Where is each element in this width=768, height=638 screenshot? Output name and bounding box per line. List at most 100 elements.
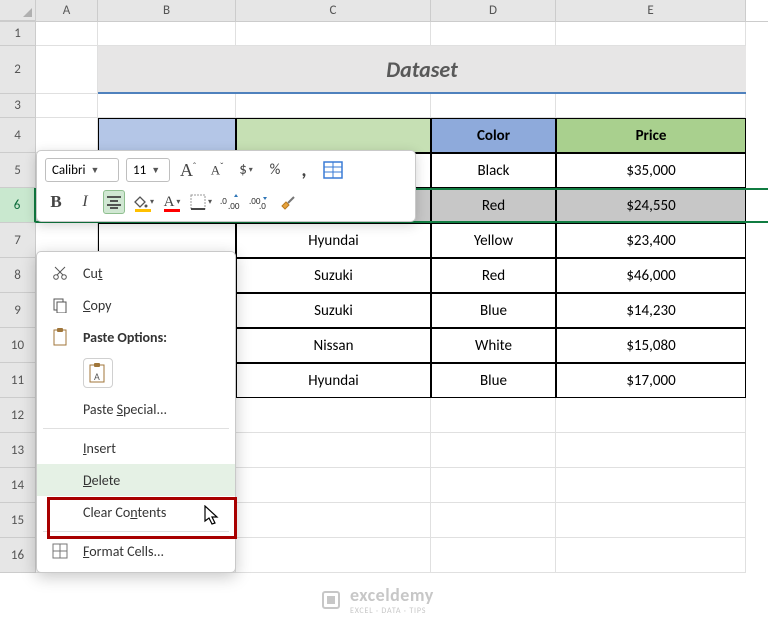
format-painter-button[interactable]	[277, 190, 299, 214]
table-cell[interactable]: $17,000	[556, 363, 746, 398]
cell[interactable]	[236, 468, 431, 503]
table-header-price[interactable]: Price	[556, 118, 746, 153]
col-header-d[interactable]: D	[431, 0, 556, 21]
table-header[interactable]	[236, 118, 431, 153]
paintbrush-icon	[279, 193, 297, 211]
table-header-color[interactable]: Color	[431, 118, 556, 153]
cell[interactable]	[431, 468, 556, 503]
borders-button[interactable]: ▾	[190, 190, 212, 214]
table-cell[interactable]: $24,550	[556, 188, 746, 223]
table-cell[interactable]: Red	[431, 188, 556, 223]
row-header-6[interactable]: 6	[0, 188, 36, 223]
cell[interactable]	[556, 22, 746, 46]
cell[interactable]	[431, 433, 556, 468]
menu-format-cells[interactable]: Format Cells...	[37, 535, 235, 567]
table-cell[interactable]: $15,080	[556, 328, 746, 363]
menu-copy[interactable]: Copy	[37, 289, 235, 321]
col-header-b[interactable]: B	[98, 0, 236, 21]
table-cell[interactable]: Blue	[431, 293, 556, 328]
cell[interactable]	[36, 46, 98, 94]
table-cell[interactable]: Hyundai	[236, 363, 431, 398]
cell[interactable]	[556, 433, 746, 468]
center-align-button[interactable]	[103, 190, 125, 214]
cell[interactable]	[556, 94, 746, 118]
table-cell[interactable]: White	[431, 328, 556, 363]
cell[interactable]	[236, 22, 431, 46]
table-cell[interactable]: Red	[431, 258, 556, 293]
table-cell[interactable]: Blue	[431, 363, 556, 398]
table-cell[interactable]: $23,400	[556, 223, 746, 258]
table-header[interactable]	[98, 118, 236, 153]
cell[interactable]	[98, 94, 236, 118]
cell[interactable]	[236, 503, 431, 538]
row-header-12[interactable]: 12	[0, 398, 36, 433]
row-header-3[interactable]: 3	[0, 94, 36, 118]
row-header-14[interactable]: 14	[0, 468, 36, 503]
table-cell[interactable]: $35,000	[556, 153, 746, 188]
table-cell[interactable]: Nissan	[236, 328, 431, 363]
table-cell[interactable]: Suzuki	[236, 258, 431, 293]
cell[interactable]	[236, 538, 431, 573]
row-header-7[interactable]: 7	[0, 223, 36, 258]
row-header-13[interactable]: 13	[0, 433, 36, 468]
cell[interactable]	[556, 503, 746, 538]
cell[interactable]	[236, 433, 431, 468]
cell[interactable]	[236, 398, 431, 433]
select-all-corner[interactable]	[0, 0, 36, 21]
row-header-15[interactable]: 15	[0, 503, 36, 538]
row-header-5[interactable]: 5	[0, 153, 36, 188]
cell[interactable]	[36, 94, 98, 118]
menu-insert[interactable]: Insert	[37, 432, 235, 464]
row-header-4[interactable]: 4	[0, 118, 36, 153]
cell[interactable]	[556, 468, 746, 503]
menu-cut[interactable]: Cut	[37, 257, 235, 289]
fill-color-button[interactable]: ▾	[132, 190, 154, 214]
col-header-c[interactable]: C	[236, 0, 431, 21]
cell[interactable]	[431, 503, 556, 538]
cell[interactable]	[556, 538, 746, 573]
cell[interactable]	[36, 118, 98, 153]
font-size-select[interactable]: 11▼	[126, 158, 170, 182]
percent-format-button[interactable]: %	[264, 158, 286, 182]
font-color-button[interactable]: A ▾	[161, 190, 183, 214]
col-header-e[interactable]: E	[556, 0, 746, 21]
format-table-button[interactable]	[322, 158, 344, 182]
menu-clear-contents[interactable]: Clear Contents	[37, 496, 235, 528]
cell[interactable]	[431, 538, 556, 573]
cell[interactable]	[36, 22, 98, 46]
cell[interactable]	[431, 22, 556, 46]
row-header-8[interactable]: 8	[0, 258, 36, 293]
accounting-format-button[interactable]: $▾	[235, 158, 257, 182]
comma-format-button[interactable]: ,	[293, 158, 315, 182]
font-name-select[interactable]: Calibri▼	[45, 158, 119, 182]
increase-decimal-button[interactable]: .0.00	[219, 190, 241, 214]
paste-option-keep-formatting[interactable]: A	[37, 353, 235, 393]
decrease-decimal-button[interactable]: .00.0	[248, 190, 270, 214]
table-cell[interactable]: $46,000	[556, 258, 746, 293]
watermark-logo-icon	[320, 589, 342, 611]
menu-paste-special[interactable]: Paste Special...	[37, 393, 235, 425]
cell[interactable]	[431, 94, 556, 118]
italic-button[interactable]: I	[74, 190, 96, 214]
row-header-16[interactable]: 16	[0, 538, 36, 573]
cell[interactable]	[431, 398, 556, 433]
table-cell[interactable]: Suzuki	[236, 293, 431, 328]
menu-delete[interactable]: Delete	[37, 464, 235, 496]
cell[interactable]	[236, 94, 431, 118]
row-header-11[interactable]: 11	[0, 363, 36, 398]
col-header-a[interactable]: A	[36, 0, 98, 21]
table-cell[interactable]: Hyundai	[236, 223, 431, 258]
bold-button[interactable]: B	[45, 190, 67, 214]
row-header-1[interactable]: 1	[0, 22, 36, 46]
row-header-10[interactable]: 10	[0, 328, 36, 363]
table-cell[interactable]: $14,230	[556, 293, 746, 328]
table-cell[interactable]: Yellow	[431, 223, 556, 258]
row-header-9[interactable]: 9	[0, 293, 36, 328]
cell[interactable]	[98, 22, 236, 46]
decrease-font-button[interactable]: Aˇ	[206, 158, 228, 182]
row-header-2[interactable]: 2	[0, 46, 36, 94]
table-cell[interactable]: Black	[431, 153, 556, 188]
increase-font-button[interactable]: Aˆ	[177, 158, 199, 182]
cell[interactable]	[556, 398, 746, 433]
title-cell[interactable]: Dataset	[98, 46, 746, 94]
